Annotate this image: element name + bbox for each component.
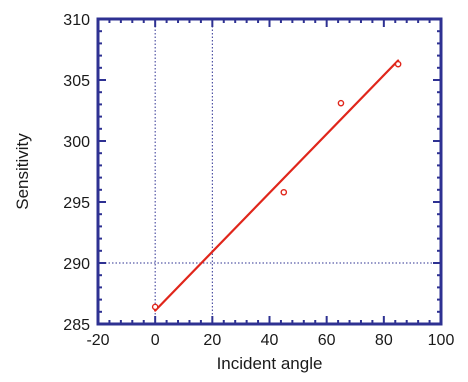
data-point — [394, 60, 402, 68]
y-tick-label: 310 — [63, 12, 90, 29]
data-point — [151, 303, 159, 311]
plot-frame — [96, 17, 443, 326]
fit-line — [154, 59, 400, 312]
y-axis-title: Sensitivity — [13, 133, 32, 210]
y-tick-label: 305 — [63, 73, 90, 90]
x-tick-label: -20 — [86, 332, 109, 349]
axis-ticks — [97, 18, 442, 325]
y-tick-label: 300 — [63, 134, 90, 151]
tick-labels: -20 0 20 40 60 80 100 285 290 295 300 305 310 — [63, 12, 454, 349]
reference-lines — [98, 19, 441, 324]
data-point — [280, 188, 288, 196]
y-tick-label: 295 — [63, 195, 90, 212]
x-tick-label: 20 — [203, 332, 221, 349]
y-tick-label: 290 — [63, 256, 90, 273]
x-axis-title: Incident angle — [217, 354, 323, 373]
x-tick-label: 40 — [261, 332, 279, 349]
data-series — [151, 59, 402, 312]
y-tick-label: 285 — [63, 317, 90, 334]
x-tick-label: 100 — [428, 332, 455, 349]
x-tick-label: 0 — [151, 332, 160, 349]
x-tick-label: 60 — [318, 332, 336, 349]
x-tick-label: 80 — [375, 332, 393, 349]
data-point — [337, 99, 345, 107]
